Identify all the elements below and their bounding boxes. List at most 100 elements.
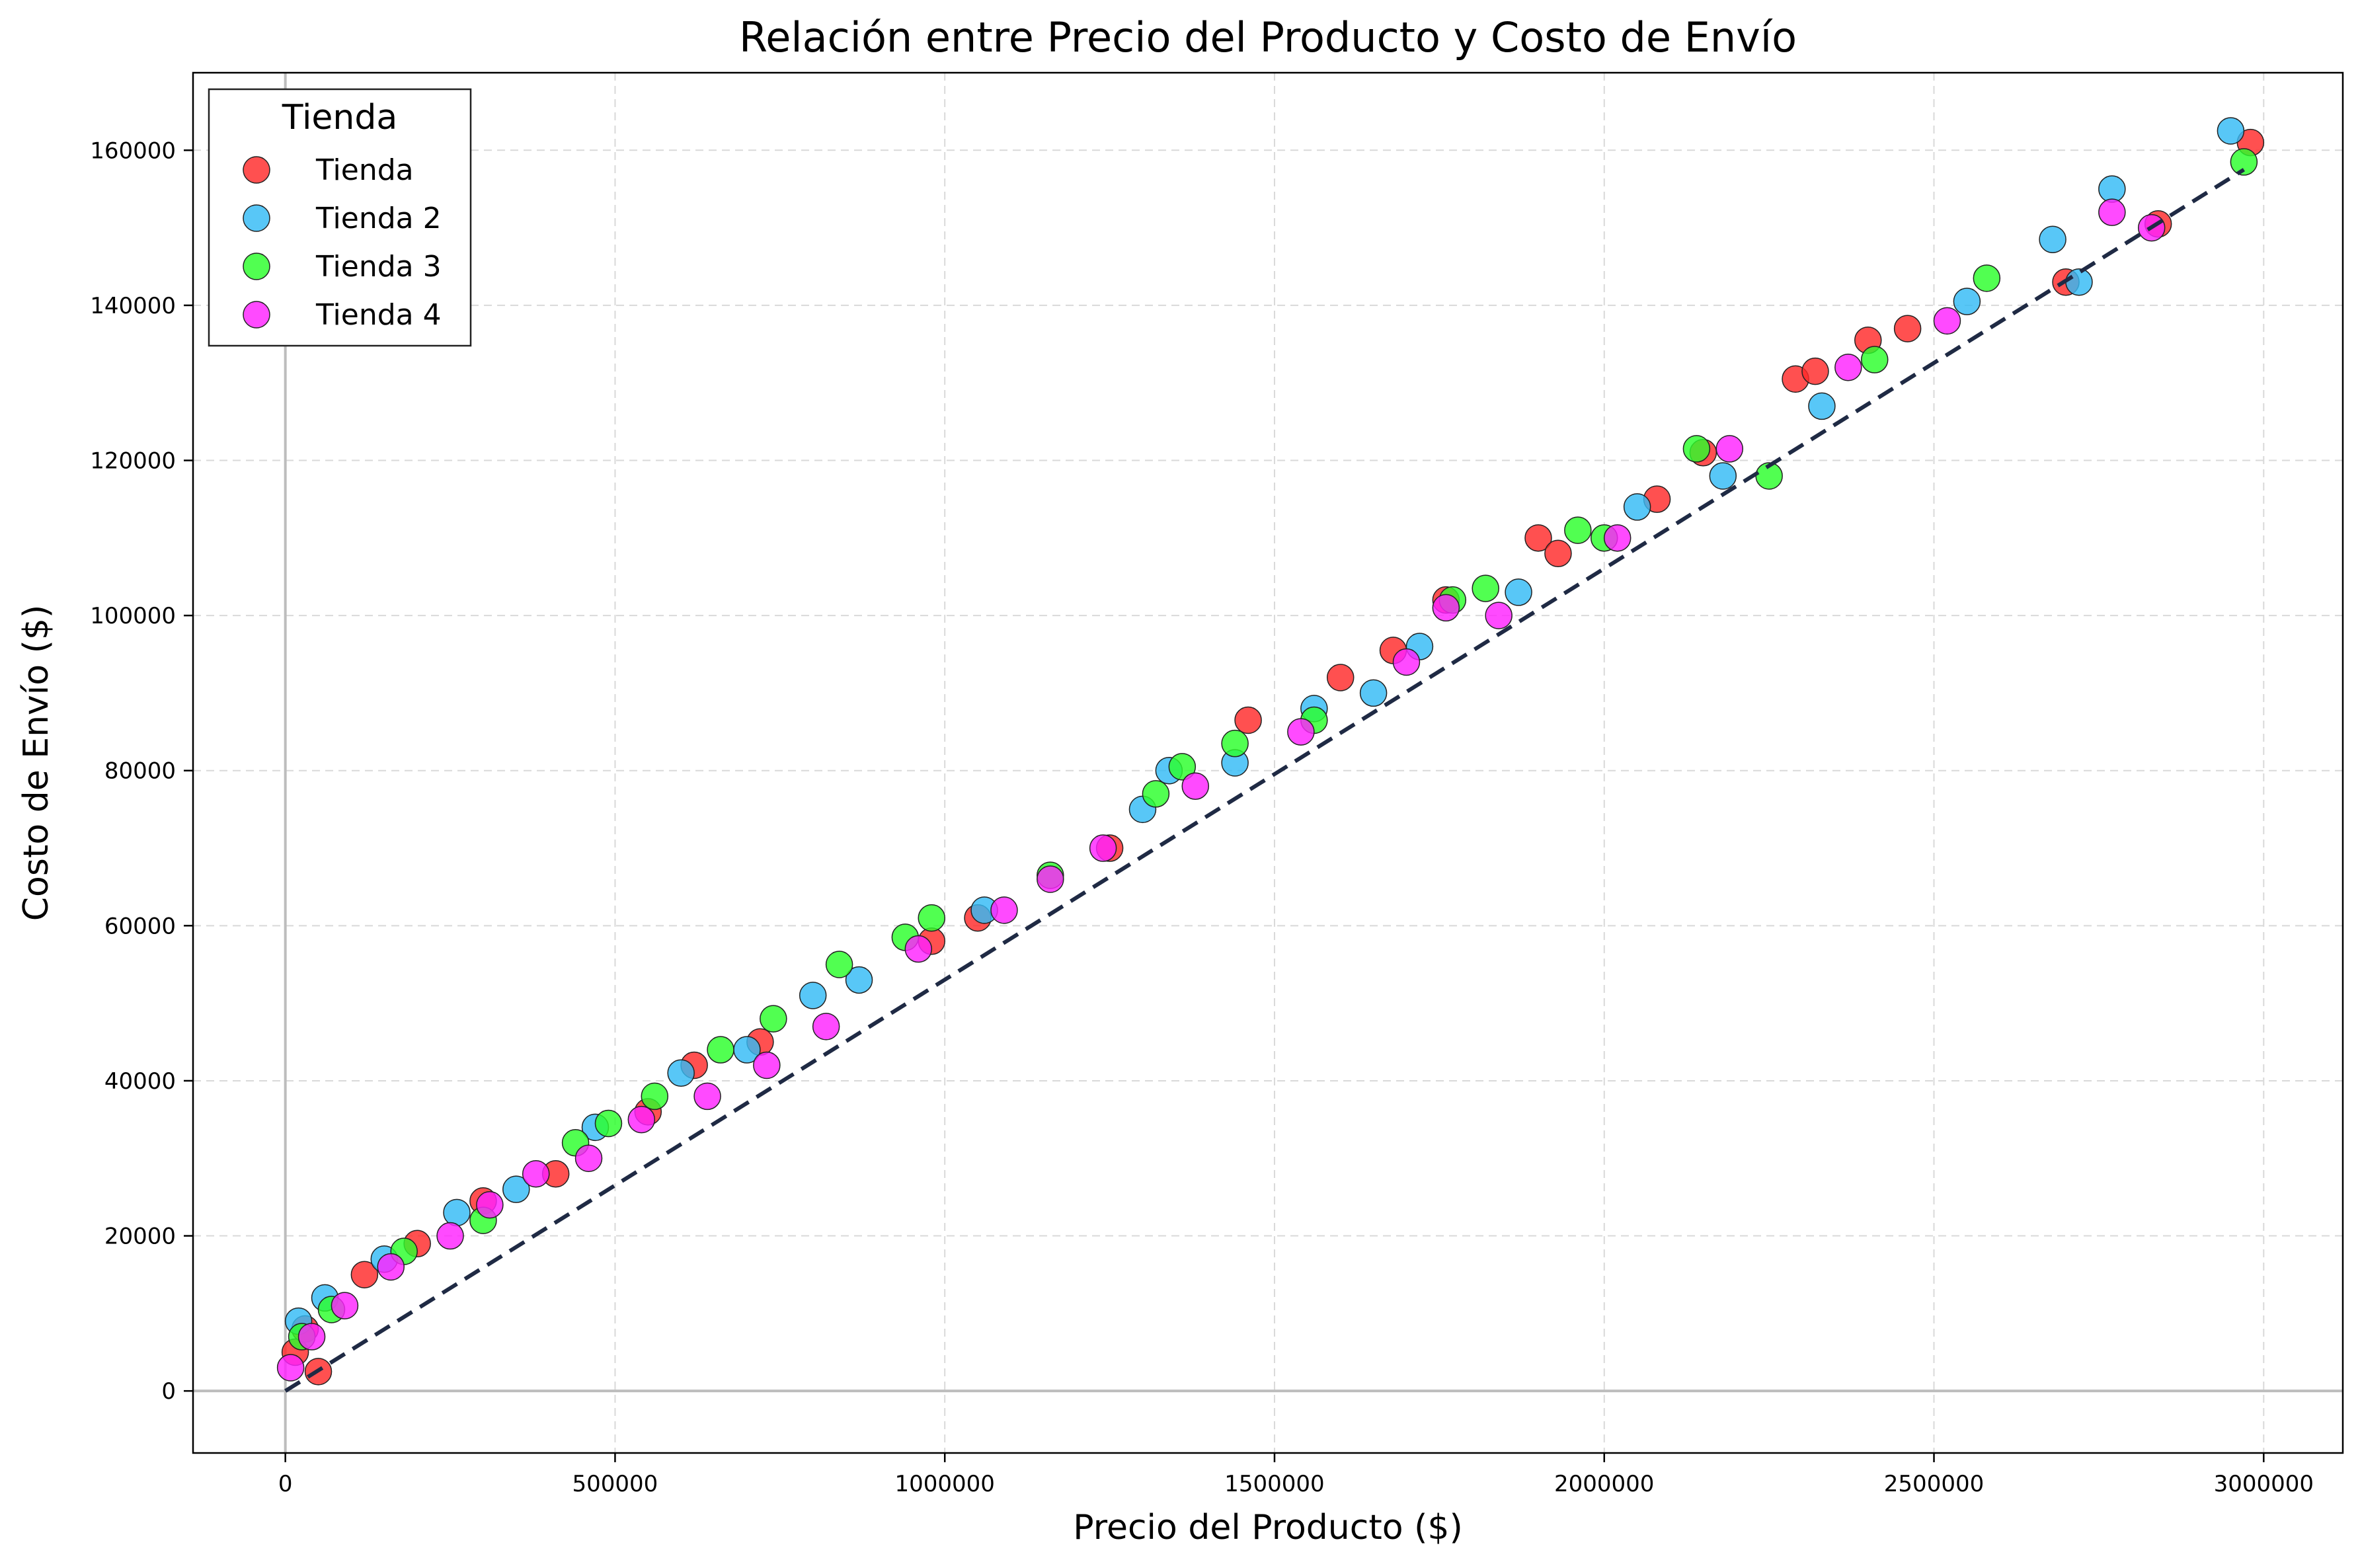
data-point — [667, 1059, 695, 1087]
data-point — [1893, 315, 1922, 342]
data-point — [1142, 780, 1170, 808]
data-point — [693, 1082, 721, 1111]
data-point — [1234, 706, 1262, 734]
y-tick-label: 20000 — [104, 1224, 176, 1250]
data-point — [1485, 602, 1513, 629]
data-point — [476, 1191, 504, 1219]
x-tick-label: 0 — [278, 1471, 293, 1497]
data-point — [1326, 664, 1355, 691]
data-point — [1933, 307, 1961, 335]
series-4 — [276, 198, 2166, 1382]
data-point — [904, 935, 933, 963]
legend-marker — [243, 301, 270, 329]
x-tick-label: 1500000 — [1224, 1471, 1324, 1497]
data-point — [1287, 718, 1315, 746]
y-tick-label: 120000 — [90, 448, 176, 475]
data-point — [641, 1082, 669, 1111]
data-point — [627, 1105, 656, 1134]
data-point — [522, 1159, 550, 1188]
y-tick-label: 40000 — [104, 1068, 176, 1095]
data-point — [1953, 288, 1981, 315]
data-point — [1544, 539, 1572, 568]
data-point — [1392, 648, 1421, 676]
data-point — [377, 1253, 405, 1281]
data-point — [276, 1354, 305, 1382]
data-point — [1181, 772, 1210, 800]
data-point — [331, 1292, 359, 1319]
y-tick-label: 160000 — [90, 137, 176, 164]
legend: Tienda Tienda Tienda 2 Tienda 3 Tienda 4 — [208, 88, 472, 347]
scatter-points — [276, 117, 2265, 1386]
data-point — [1472, 574, 1499, 602]
data-point — [1037, 865, 1064, 893]
data-point — [443, 1198, 471, 1227]
x-ticks: 0 500000 1000000 1500000 2000000 2500000 30000… — [278, 1453, 2314, 1497]
data-point — [2039, 225, 2066, 253]
data-point — [990, 896, 1018, 924]
legend-marker — [243, 253, 270, 280]
legend-marker — [243, 204, 270, 232]
data-point — [1603, 524, 1632, 552]
data-point — [812, 1013, 840, 1040]
y-tick-label: 140000 — [90, 293, 176, 319]
y-tick-label: 100000 — [90, 603, 176, 629]
data-point — [1715, 435, 1744, 463]
data-point — [297, 1323, 326, 1351]
data-point — [1834, 354, 1862, 381]
data-point — [845, 966, 873, 994]
data-point — [799, 982, 827, 1009]
data-point — [2098, 198, 2126, 226]
y-tick-label: 80000 — [104, 758, 176, 785]
data-point — [1564, 516, 1592, 544]
legend-label: Tienda — [315, 153, 414, 187]
data-point — [1221, 729, 1249, 758]
data-point — [436, 1222, 464, 1250]
x-tick-label: 2500000 — [1884, 1471, 1984, 1497]
x-tick-label: 3000000 — [2214, 1471, 2314, 1497]
x-tick-label: 500000 — [572, 1471, 658, 1497]
y-tick-label: 0 — [161, 1378, 176, 1405]
data-point — [918, 904, 946, 932]
data-point — [1505, 578, 1532, 606]
plot-frame — [192, 71, 2344, 1454]
data-point — [1682, 435, 1711, 463]
data-point — [1709, 462, 1737, 490]
data-point — [1432, 594, 1460, 622]
data-point — [1524, 524, 1552, 552]
data-point — [2217, 117, 2245, 145]
x-axis-label: Precio del Producto ($) — [1073, 1508, 1462, 1548]
data-point — [350, 1261, 379, 1288]
y-ticks: 0 20000 40000 60000 80000 100000 120000 140000 1… — [90, 137, 193, 1405]
x-tick-label: 2000000 — [1554, 1471, 1654, 1497]
chart-title: Relación entre Precio del Producto y Cos… — [739, 13, 1797, 61]
data-point — [2098, 175, 2126, 203]
data-point — [1808, 392, 1836, 420]
data-point — [1973, 264, 2001, 292]
y-axis-label: Costo de Envío ($) — [17, 605, 56, 921]
y-tick-label: 60000 — [104, 913, 176, 939]
data-point — [574, 1144, 603, 1172]
legend-label: Tienda 4 — [315, 298, 442, 332]
legend-label: Tienda 2 — [315, 202, 442, 235]
data-point — [707, 1036, 734, 1064]
data-point — [502, 1175, 530, 1203]
trend-line — [284, 168, 2245, 1393]
data-point — [1801, 357, 1829, 385]
x-tick-label: 1000000 — [894, 1471, 994, 1497]
legend-label: Tienda 3 — [315, 250, 442, 284]
data-point — [2065, 268, 2093, 296]
data-point — [825, 951, 853, 978]
data-point — [594, 1109, 623, 1138]
data-point — [1168, 753, 1197, 781]
data-point — [1359, 679, 1388, 707]
data-point — [753, 1051, 781, 1079]
data-point — [1089, 834, 1117, 862]
data-point — [1623, 493, 1651, 521]
data-point — [760, 1005, 787, 1033]
legend-marker — [243, 156, 270, 184]
data-point — [1860, 346, 1889, 373]
trend-line-path — [284, 168, 2245, 1393]
data-point — [2230, 148, 2258, 176]
legend-title: Tienda — [282, 98, 397, 137]
